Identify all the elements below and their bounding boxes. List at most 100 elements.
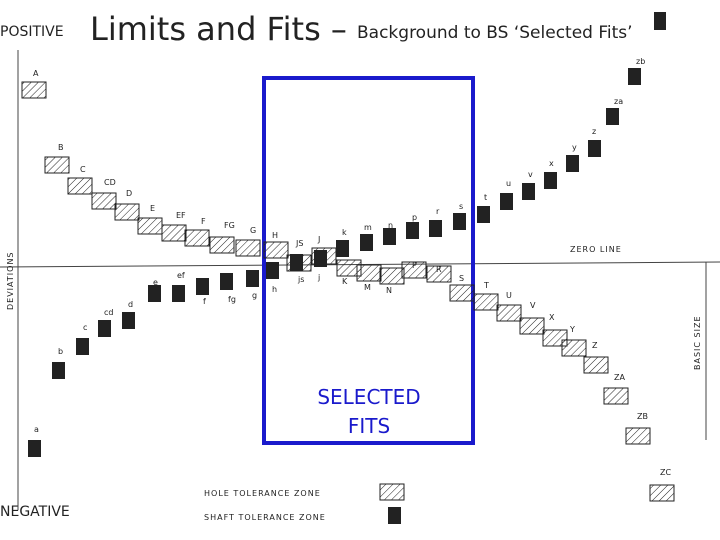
hole-zone [542,329,568,347]
hole-label: U [506,291,512,300]
shaft-label: h [272,285,277,294]
shaft-zone [477,206,490,223]
hole-zone [519,317,545,335]
shaft-zone [406,222,419,239]
shaft-label: u [506,179,511,188]
hole-zone [649,484,675,502]
shaft-label: p [412,213,417,222]
hole-zone [235,239,261,257]
shaft-label: f [203,297,206,306]
shaft-zone [196,278,209,295]
hole-zone [449,284,475,302]
shaft-zone [98,320,111,337]
shaft-zone [76,338,89,355]
hole-label: R [436,265,442,274]
shaft-zone [453,213,466,230]
shaft-label: n [388,221,393,230]
hole-label: FG [224,221,235,230]
hole-label: P [412,261,417,270]
shaft-label: fg [228,295,236,304]
hole-zone [91,192,117,210]
shaft-zone [544,172,557,189]
shaft-zone [52,362,65,379]
shaft-zone [246,270,259,287]
shaft-zone [522,183,535,200]
shaft-label: k [342,228,347,237]
shaft-label: y [572,143,577,152]
shaft-label: e [153,278,158,287]
legend-shaft-label: SHAFT TOLERANCE ZONE [204,513,326,522]
hole-label: A [33,69,39,78]
hole-zone [44,156,70,174]
hole-zone [114,203,140,221]
hole-zone [625,427,651,445]
hole-zone [603,387,629,405]
shaft-zone [566,155,579,172]
hole-zone [401,261,427,279]
legend-shaft-swatch [388,507,401,524]
hole-label: G [250,226,256,235]
selected-fits-label: FITS [348,414,390,438]
legend-hole-swatch [379,483,405,501]
hole-zone [263,241,289,259]
hole-label: ZC [660,468,671,477]
shaft-label: ef [177,271,185,280]
shaft-label: za [614,97,623,106]
shaft-zone [122,312,135,329]
basic-size-label: BASIC SIZE [693,316,702,371]
hole-label: Y [569,325,575,334]
hole-label: E [150,204,155,213]
hole-zone [356,264,382,282]
shaft-label: t [484,193,487,202]
shaft-zone [28,440,41,457]
shaft-label: r [436,207,440,216]
deviations-label: DEVIATIONS [6,251,15,310]
shaft-label: cd [104,308,113,317]
hole-label: ZB [637,412,648,421]
shaft-label: zb [636,57,645,66]
title: Limits and Fits – [90,10,347,48]
shaft-zone [290,254,303,271]
hole-label: K [342,277,348,286]
hole-label: X [549,313,555,322]
selected-fits-box [262,76,475,445]
shaft-label: s [459,202,463,211]
hole-zone [67,177,93,195]
hole-label: ZA [614,373,625,382]
hole-zone [379,267,405,285]
hole-zone [426,265,452,283]
shaft-zone [588,140,601,157]
hole-label: D [126,189,132,198]
shaft-zone [266,262,279,279]
shaft-zone [314,250,327,267]
hole-zone [583,356,609,374]
shaft-zone [628,68,641,85]
hole-zone [561,339,587,357]
hole-label: Z [592,341,598,350]
shaft-label: b [58,347,63,356]
hole-label: J [317,235,320,244]
hole-label: C [80,165,86,174]
hole-zone [184,229,210,247]
shaft-label: j [317,273,320,282]
hole-label: H [272,231,278,240]
hole-label: V [530,301,536,310]
shaft-zone [606,108,619,125]
hole-zone [21,81,47,99]
shaft-label: js [297,275,304,284]
negative-label: NEGATIVE [0,504,70,520]
icon [654,12,666,30]
shaft-zone [220,273,233,290]
zero-line-label: ZERO LINE [570,245,622,254]
shaft-label: g [252,291,257,300]
shaft-label: z [592,127,596,136]
hole-label: M [364,283,371,292]
shaft-zone [500,193,513,210]
shaft-label: v [528,170,533,179]
hole-zone [137,217,163,235]
subtitle: Background to BS ‘Selected Fits’ [357,23,633,43]
selected-fits-label: SELECTED [317,385,420,409]
hole-label: T [483,281,489,290]
hole-zone [473,293,499,311]
